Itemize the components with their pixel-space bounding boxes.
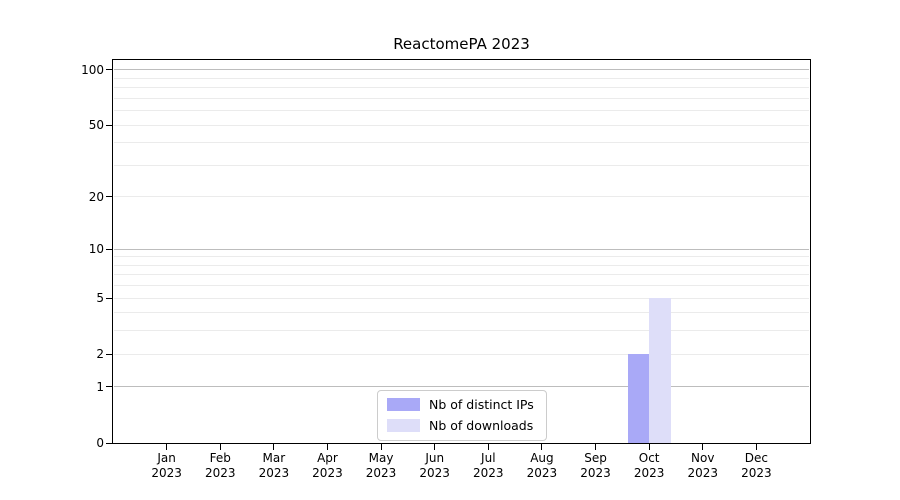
minor-gridline bbox=[114, 256, 809, 258]
x-tick-month: Nov bbox=[691, 451, 715, 465]
minor-gridline bbox=[114, 142, 809, 144]
x-tick-mark bbox=[380, 444, 382, 450]
x-tick-label: Sep 2023 bbox=[564, 451, 628, 481]
minor-gridline bbox=[114, 330, 809, 332]
y-tick-label: 50 bbox=[88, 118, 104, 133]
legend-label-distinct-ips: Nb of distinct IPs bbox=[429, 397, 534, 412]
minor-gridline bbox=[114, 77, 809, 79]
x-tick-mark bbox=[273, 444, 275, 450]
x-tick-month: May bbox=[368, 451, 394, 465]
x-tick-month: Aug bbox=[530, 451, 554, 465]
legend-entry-distinct-ips: Nb of distinct IPs bbox=[387, 397, 537, 412]
y-tick-label: 5 bbox=[96, 291, 104, 306]
minor-gridline bbox=[114, 274, 809, 276]
x-tick-month: Jun bbox=[425, 451, 445, 465]
legend: Nb of distinct IPs Nb of downloads bbox=[377, 390, 547, 441]
y-tick-label: 100 bbox=[81, 62, 104, 77]
y-tick-mark bbox=[106, 196, 113, 198]
y-tick-label: 20 bbox=[88, 189, 104, 204]
plot-area bbox=[112, 59, 811, 444]
x-tick-label: Feb 2023 bbox=[188, 451, 252, 481]
x-tick-label: Aug 2023 bbox=[510, 451, 574, 481]
minor-gridline bbox=[114, 312, 809, 314]
x-tick-label: Mar 2023 bbox=[242, 451, 306, 481]
major-gridline bbox=[114, 386, 809, 388]
x-tick-year: 2023 bbox=[365, 466, 397, 480]
x-tick-label: Nov 2023 bbox=[671, 451, 735, 481]
minor-gridline bbox=[114, 87, 809, 89]
x-tick-label: Apr 2023 bbox=[295, 451, 359, 481]
minor-gridline bbox=[114, 297, 809, 299]
x-tick-mark bbox=[487, 444, 489, 450]
y-tick-label: 1 bbox=[96, 379, 104, 394]
y-tick-label: 2 bbox=[96, 347, 104, 362]
x-tick-year: 2023 bbox=[633, 466, 665, 480]
x-tick-mark bbox=[702, 444, 704, 450]
x-tick-mark bbox=[755, 444, 757, 450]
major-gridline bbox=[114, 69, 809, 71]
x-tick-year: 2023 bbox=[312, 466, 343, 480]
y-tick-mark bbox=[106, 353, 113, 355]
x-tick-label: Jan 2023 bbox=[135, 451, 199, 481]
minor-gridline bbox=[114, 164, 809, 166]
x-tick-mark bbox=[541, 444, 543, 450]
x-tick-year: 2023 bbox=[473, 466, 504, 480]
x-tick-month: Jan bbox=[157, 451, 176, 465]
minor-gridline bbox=[114, 110, 809, 112]
minor-gridline bbox=[114, 353, 809, 355]
x-tick-mark bbox=[648, 444, 650, 450]
x-tick-month: Jul bbox=[481, 451, 496, 465]
x-tick-month: Dec bbox=[744, 451, 768, 465]
x-tick-year: 2023 bbox=[258, 466, 290, 480]
x-tick-label: Jul 2023 bbox=[456, 451, 520, 481]
x-tick-mark bbox=[166, 444, 168, 450]
y-tick-mark bbox=[106, 69, 113, 71]
x-tick-year: 2023 bbox=[580, 466, 611, 480]
bar-downloads bbox=[649, 298, 671, 443]
legend-swatch-downloads bbox=[387, 419, 420, 432]
x-tick-year: 2023 bbox=[419, 466, 450, 480]
legend-swatch-distinct-ips bbox=[387, 398, 420, 411]
x-tick-year: 2023 bbox=[741, 466, 772, 480]
y-tick-mark bbox=[106, 124, 113, 126]
x-tick-month: Apr bbox=[317, 451, 338, 465]
chart-title: ReactomePA 2023 bbox=[393, 35, 530, 53]
y-tick-label: 0 bbox=[96, 436, 104, 450]
major-gridline bbox=[114, 248, 809, 250]
x-tick-year: 2023 bbox=[526, 466, 558, 480]
x-tick-year: 2023 bbox=[204, 466, 236, 480]
legend-label-downloads: Nb of downloads bbox=[429, 418, 534, 433]
legend-entry-downloads: Nb of downloads bbox=[387, 418, 537, 433]
y-tick-mark bbox=[106, 442, 113, 444]
x-tick-year: 2023 bbox=[687, 466, 719, 480]
x-tick-month: Mar bbox=[262, 451, 286, 465]
y-tick-mark bbox=[106, 386, 113, 388]
y-tick-mark bbox=[106, 297, 113, 299]
x-tick-month: Oct bbox=[638, 451, 660, 465]
x-tick-year: 2023 bbox=[151, 466, 182, 480]
x-tick-label: Oct 2023 bbox=[617, 451, 681, 481]
bar-distinct-ips bbox=[627, 354, 650, 443]
x-tick-label: Jun 2023 bbox=[403, 451, 467, 481]
minor-gridline bbox=[114, 124, 809, 126]
minor-gridline bbox=[114, 97, 809, 99]
minor-gridline bbox=[114, 264, 809, 266]
y-tick-label: 10 bbox=[88, 242, 104, 257]
x-tick-mark bbox=[595, 444, 597, 450]
x-tick-month: Sep bbox=[584, 451, 607, 465]
y-tick-mark bbox=[106, 248, 113, 250]
minor-gridline bbox=[114, 285, 809, 287]
x-tick-mark bbox=[434, 444, 436, 450]
x-tick-month: Feb bbox=[209, 451, 231, 465]
x-tick-mark bbox=[219, 444, 221, 450]
x-tick-label: May 2023 bbox=[349, 451, 413, 481]
x-tick-mark bbox=[326, 444, 328, 450]
x-tick-label: Dec 2023 bbox=[724, 451, 788, 481]
minor-gridline bbox=[114, 196, 809, 198]
